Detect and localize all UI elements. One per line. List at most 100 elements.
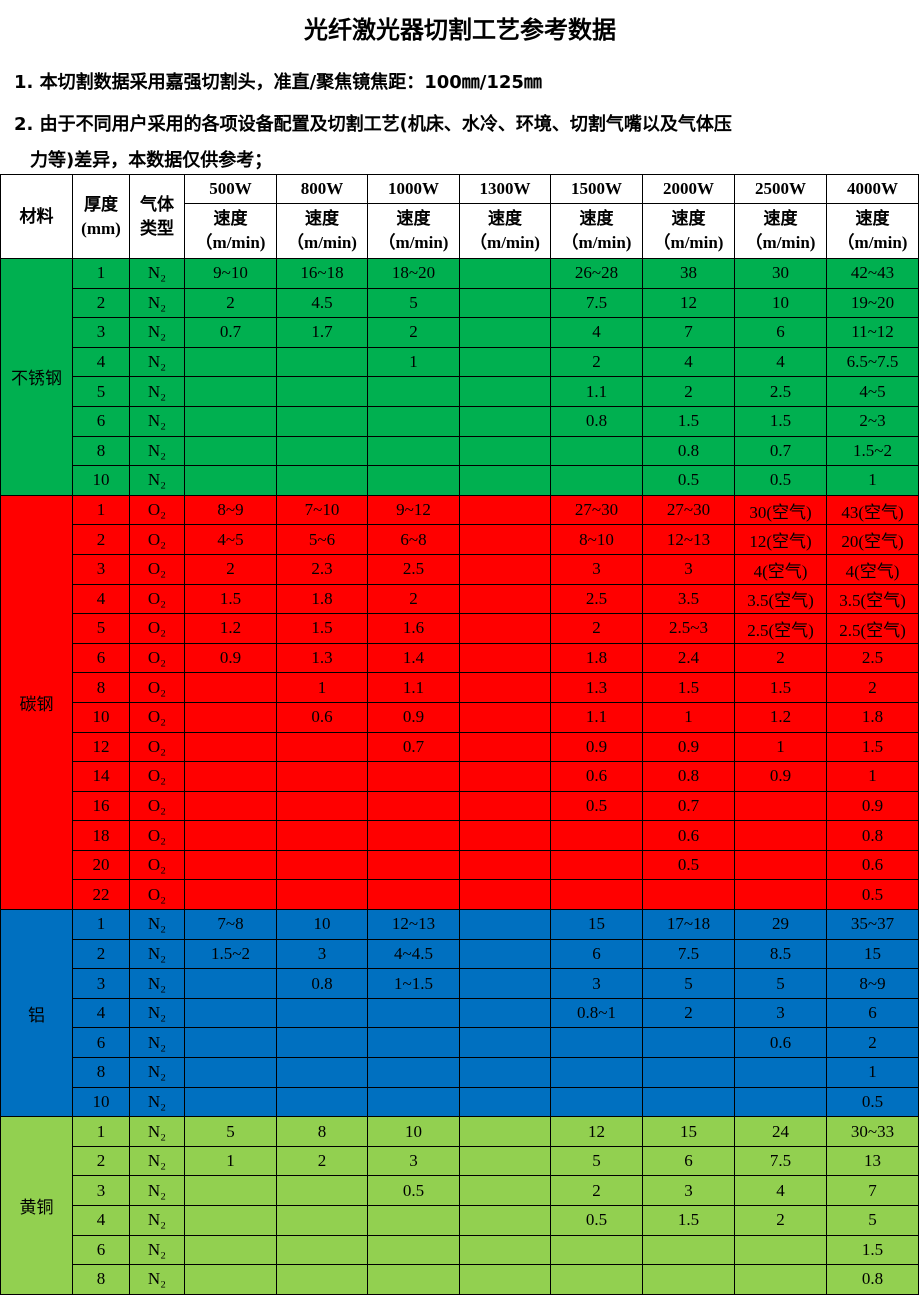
- speed-cell: [276, 1027, 368, 1059]
- speed-cell: [459, 968, 551, 999]
- speed-cell: 6.5~7.5: [826, 346, 919, 378]
- header-speed: 速度 （m/min): [459, 203, 551, 259]
- speed-cell: [184, 1027, 277, 1059]
- speed-cell: 3: [642, 553, 735, 585]
- speed-cell: [367, 376, 460, 407]
- speed-unit: （m/min): [378, 233, 449, 252]
- header-power-4000W: 4000W: [826, 174, 919, 204]
- gas-cell: O₂: [129, 701, 185, 733]
- speed-cell: 0.7: [734, 435, 827, 467]
- speed-cell: 24: [734, 1116, 827, 1147]
- speed-cell: 8: [276, 1116, 368, 1147]
- speed-cell: 7: [642, 317, 735, 348]
- speed-cell: 2: [276, 1145, 368, 1177]
- header-speed: 速度 （m/min): [184, 203, 277, 259]
- speed-unit: （m/min): [195, 233, 266, 252]
- speed-cell: [276, 1234, 368, 1266]
- table-row: 4 O₂ 1.5 1.8 2 2.5 3.5 3.5(空气) 3.5(空气): [0, 583, 919, 615]
- speed-cell: 2: [826, 672, 919, 703]
- speed-cell: 1.4: [367, 642, 460, 674]
- speed-cell: 0.8: [642, 435, 735, 467]
- speed-cell: 0.5: [734, 465, 827, 496]
- speed-cell: 0.8: [826, 1264, 919, 1295]
- speed-cell: 4(空气): [734, 553, 827, 585]
- gas-cell: N₂: [129, 1264, 185, 1295]
- gas-cell: O₂: [129, 849, 185, 881]
- header-gas-type: 气体 类型: [129, 174, 185, 259]
- speed-cell: [734, 849, 827, 881]
- gas-cell: N₂: [129, 909, 185, 940]
- speed-cell: [184, 465, 277, 496]
- speed-cell: 1.6: [367, 613, 460, 644]
- speed-cell: 0.6: [276, 701, 368, 733]
- speed-cell: 1: [184, 1145, 277, 1177]
- speed-cell: 8.5: [734, 938, 827, 970]
- speed-cell: 1.8: [276, 583, 368, 615]
- speed-cell: 1~1.5: [367, 968, 460, 999]
- speed-cell: [459, 820, 551, 851]
- speed-cell: [276, 731, 368, 763]
- speed-cell: 8~10: [550, 524, 643, 555]
- speed-cell: 0.5: [367, 1175, 460, 1206]
- speed-unit: （m/min): [287, 233, 357, 252]
- speed-cell: 2.5: [367, 553, 460, 585]
- speed-cell: [459, 672, 551, 703]
- header-gas-label: 气体: [140, 194, 174, 214]
- speed-cell: 12~13: [642, 524, 735, 555]
- thickness-cell: 8: [72, 1264, 130, 1295]
- gas-cell: O₂: [129, 820, 185, 851]
- speed-cell: [459, 1264, 551, 1295]
- speed-cell: [550, 1264, 643, 1295]
- speed-cell: [459, 761, 551, 792]
- speed-cell: [184, 849, 277, 881]
- note-1: 1. 本切割数据采用嘉强切割头，准直/聚焦镜焦距：100㎜/125㎜: [14, 72, 542, 93]
- speed-cell: [367, 1205, 460, 1236]
- speed-cell: [184, 1264, 277, 1295]
- table-row: 8 N₂ 0.8: [0, 1264, 919, 1295]
- speed-cell: 18~20: [367, 258, 460, 289]
- speed-cell: 0.8: [826, 820, 919, 851]
- gas-cell: O₂: [129, 761, 185, 792]
- material-cell: 不锈钢: [0, 258, 73, 496]
- speed-cell: [550, 879, 643, 911]
- speed-cell: 7: [826, 1175, 919, 1206]
- speed-cell: 6: [826, 997, 919, 1029]
- speed-cell: [642, 1264, 735, 1295]
- header-thickness-unit: (mm): [81, 218, 121, 238]
- speed-cell: 0.9: [642, 731, 735, 763]
- speed-cell: 2: [642, 376, 735, 407]
- speed-cell: 0.7: [367, 731, 460, 763]
- speed-cell: 10: [276, 909, 368, 940]
- speed-cell: 5: [734, 968, 827, 999]
- speed-cell: 1.5: [642, 1205, 735, 1236]
- speed-unit: （m/min): [837, 233, 908, 252]
- table-row: 3 N₂ 0.5 2 3 4 7: [0, 1175, 919, 1206]
- header-power-500W: 500W: [184, 174, 277, 204]
- gas-cell: N₂: [129, 435, 185, 467]
- speed-cell: 11~12: [826, 317, 919, 348]
- speed-cell: [367, 879, 460, 911]
- header-gas-label-2: 类型: [140, 218, 174, 238]
- speed-label: 速度: [671, 209, 706, 228]
- speed-cell: [276, 1057, 368, 1088]
- speed-label: 速度: [305, 209, 339, 228]
- header-speed: 速度 （m/min): [367, 203, 460, 259]
- speed-cell: 0.9: [367, 701, 460, 733]
- speed-cell: [459, 849, 551, 881]
- speed-cell: 4~4.5: [367, 938, 460, 970]
- speed-cell: 0.9: [826, 790, 919, 822]
- speed-cell: 15: [550, 909, 643, 940]
- table-row: 6 N₂ 0.8 1.5 1.5 2~3: [0, 405, 919, 437]
- header-speed: 速度 （m/min): [642, 203, 735, 259]
- table-row: 3 N₂ 0.8 1~1.5 3 5 5 8~9: [0, 968, 919, 999]
- speed-cell: 27~30: [550, 494, 643, 526]
- header-speed: 速度 （m/min): [826, 203, 919, 259]
- speed-cell: 1.3: [550, 672, 643, 703]
- header-power-2000W: 2000W: [642, 174, 735, 204]
- material-cell: 铝: [0, 909, 73, 1118]
- speed-cell: 17~18: [642, 909, 735, 940]
- gas-cell: O₂: [129, 583, 185, 615]
- thickness-cell: 20: [72, 849, 130, 881]
- table-row: 2 N₂ 2 4.5 5 7.5 12 10 19~20: [0, 287, 919, 319]
- speed-cell: 30~33: [826, 1116, 919, 1147]
